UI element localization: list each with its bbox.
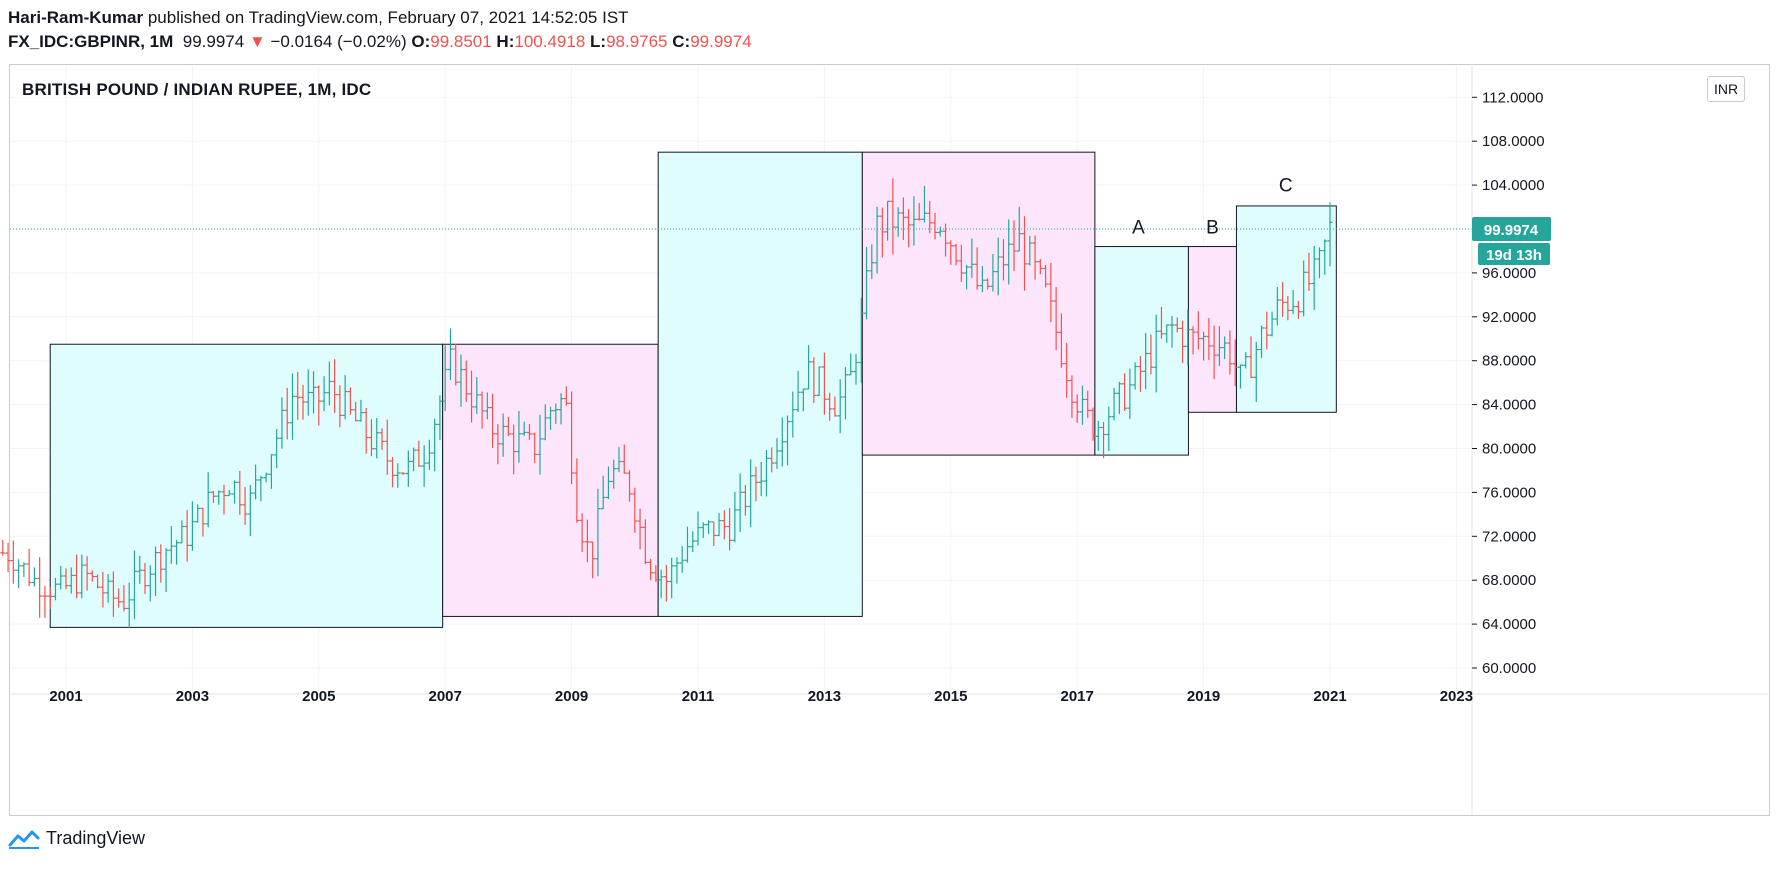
footer-brand-label: TradingView bbox=[46, 828, 146, 848]
annotation-box-pink[interactable] bbox=[861, 151, 1096, 456]
low-label: L: bbox=[590, 32, 607, 51]
x-tick-label: 2015 bbox=[934, 688, 967, 705]
x-tick-label: 2005 bbox=[302, 688, 335, 705]
annotation-box-cyan[interactable] bbox=[49, 343, 444, 628]
open-label: O: bbox=[411, 32, 431, 51]
y-tick-label: 80.0000 bbox=[1482, 441, 1536, 458]
symbol-info: FX_IDC:GBPINR, 1M 99.9974 ▼ −0.0164 (−0.… bbox=[8, 32, 752, 52]
x-tick-label: 2017 bbox=[1061, 688, 1094, 705]
y-tick-label: 76.0000 bbox=[1482, 484, 1536, 501]
annotation-box-pink[interactable] bbox=[442, 343, 659, 617]
x-tick-label: 2013 bbox=[808, 688, 841, 705]
price-tag bbox=[1472, 217, 1551, 242]
y-tick-label: 60.0000 bbox=[1482, 660, 1536, 677]
published-text: published on TradingView.com, February 0… bbox=[147, 8, 629, 27]
down-arrow-icon: ▼ bbox=[248, 32, 266, 51]
y-tick-label: 68.0000 bbox=[1482, 572, 1536, 589]
author-name[interactable]: Hari-Ram-Kumar bbox=[8, 8, 144, 27]
y-tick-label: 84.0000 bbox=[1482, 397, 1536, 414]
y-tick-label: 108.0000 bbox=[1482, 133, 1545, 150]
high-label: H: bbox=[496, 32, 515, 51]
wave-label: C bbox=[1279, 176, 1293, 197]
y-tick-label: 92.0000 bbox=[1482, 309, 1536, 326]
price-tag-value: 99.9974 bbox=[1484, 222, 1539, 239]
publish-info: Hari-Ram-Kumar published on TradingView.… bbox=[8, 8, 629, 28]
x-tick-label: 2023 bbox=[1440, 688, 1473, 705]
low-value: 98.9765 bbox=[606, 32, 668, 51]
chart-frame[interactable] bbox=[9, 64, 1770, 816]
x-tick-label: 2021 bbox=[1313, 688, 1346, 705]
x-tick-label: 2001 bbox=[49, 688, 82, 705]
high-value: 100.4918 bbox=[514, 32, 586, 51]
y-tick-label: 104.0000 bbox=[1482, 177, 1545, 194]
x-tick-label: 2007 bbox=[429, 688, 462, 705]
close-value: 99.9974 bbox=[690, 32, 752, 51]
last-price: 99.9974 bbox=[182, 32, 245, 51]
annotation-box-pink[interactable] bbox=[1187, 246, 1237, 413]
close-label: C: bbox=[672, 32, 691, 51]
wave-label: B bbox=[1206, 217, 1219, 238]
wave-label: A bbox=[1132, 217, 1145, 238]
x-tick-label: 2019 bbox=[1187, 688, 1220, 705]
currency-button[interactable]: INR bbox=[1707, 76, 1745, 102]
y-tick-label: 112.0000 bbox=[1482, 89, 1543, 106]
open-value: 99.8501 bbox=[430, 32, 492, 51]
y-tick-label: 96.0000 bbox=[1482, 265, 1536, 282]
y-tick-label: 88.0000 bbox=[1482, 353, 1536, 370]
countdown-value: 19d 13h bbox=[1486, 247, 1542, 264]
x-tick-label: 2009 bbox=[555, 688, 588, 705]
chart-title: BRITISH POUND / INDIAN RUPEE, 1M, IDC bbox=[22, 80, 372, 99]
y-tick-label: 64.0000 bbox=[1482, 616, 1536, 633]
price-change: −0.0164 (−0.02%) bbox=[270, 32, 407, 51]
symbol-label: FX_IDC:GBPINR, 1M bbox=[8, 32, 174, 51]
tradingview-logo-icon bbox=[8, 830, 40, 849]
x-tick-label: 2003 bbox=[176, 688, 209, 705]
x-tick-label: 2011 bbox=[682, 688, 715, 705]
y-tick-label: 72.0000 bbox=[1482, 528, 1536, 545]
annotation-box-cyan[interactable] bbox=[1094, 246, 1189, 456]
countdown-tag bbox=[1478, 243, 1550, 266]
annotation-box-cyan[interactable] bbox=[1235, 205, 1337, 413]
footer-brand[interactable]: TradingView bbox=[8, 828, 145, 849]
